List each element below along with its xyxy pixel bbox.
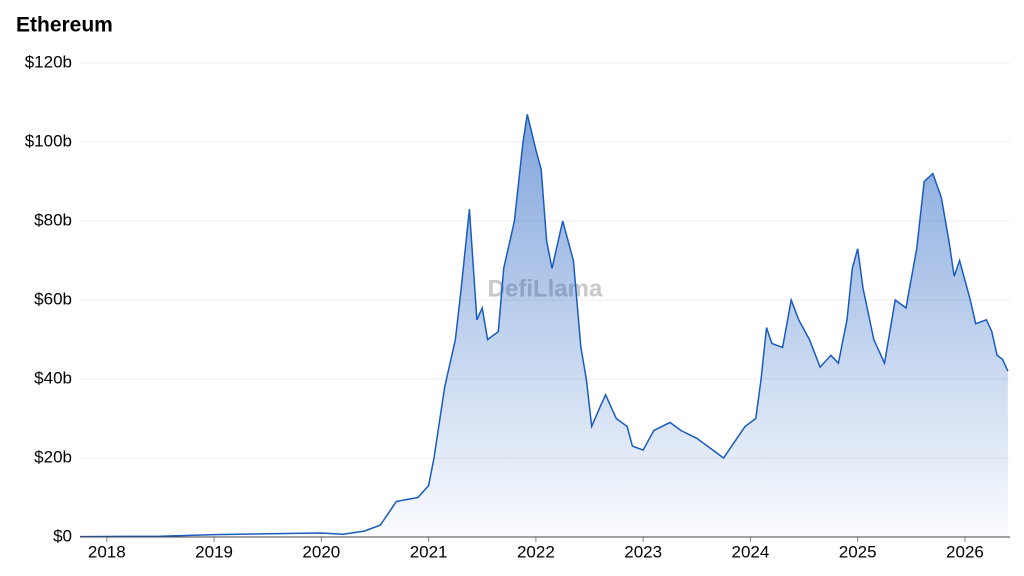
y-tick-label: $100b — [25, 131, 72, 150]
x-tick-label: 2019 — [195, 542, 233, 561]
x-tick-label: 2022 — [517, 542, 555, 561]
x-tick-label: 2021 — [410, 542, 448, 561]
x-tick-label: 2025 — [839, 542, 877, 561]
line — [79, 114, 1009, 538]
y-tick-label: $40b — [34, 368, 72, 387]
y-tick-label: $80b — [34, 210, 72, 229]
x-tick-label: 2018 — [88, 542, 126, 561]
x-tick-label: 2026 — [946, 542, 984, 561]
x-tick-label: 2020 — [302, 542, 340, 561]
y-tick-label: $60b — [34, 289, 72, 308]
y-tick-label: $0 — [53, 526, 72, 545]
chart-title: Ethereum — [16, 14, 113, 37]
y-tick-label: $20b — [34, 447, 72, 466]
area — [80, 114, 1008, 538]
y-tick-label: $120b — [25, 52, 72, 71]
x-tick-label: 2024 — [732, 542, 770, 561]
x-tick-label: 2023 — [624, 542, 662, 561]
